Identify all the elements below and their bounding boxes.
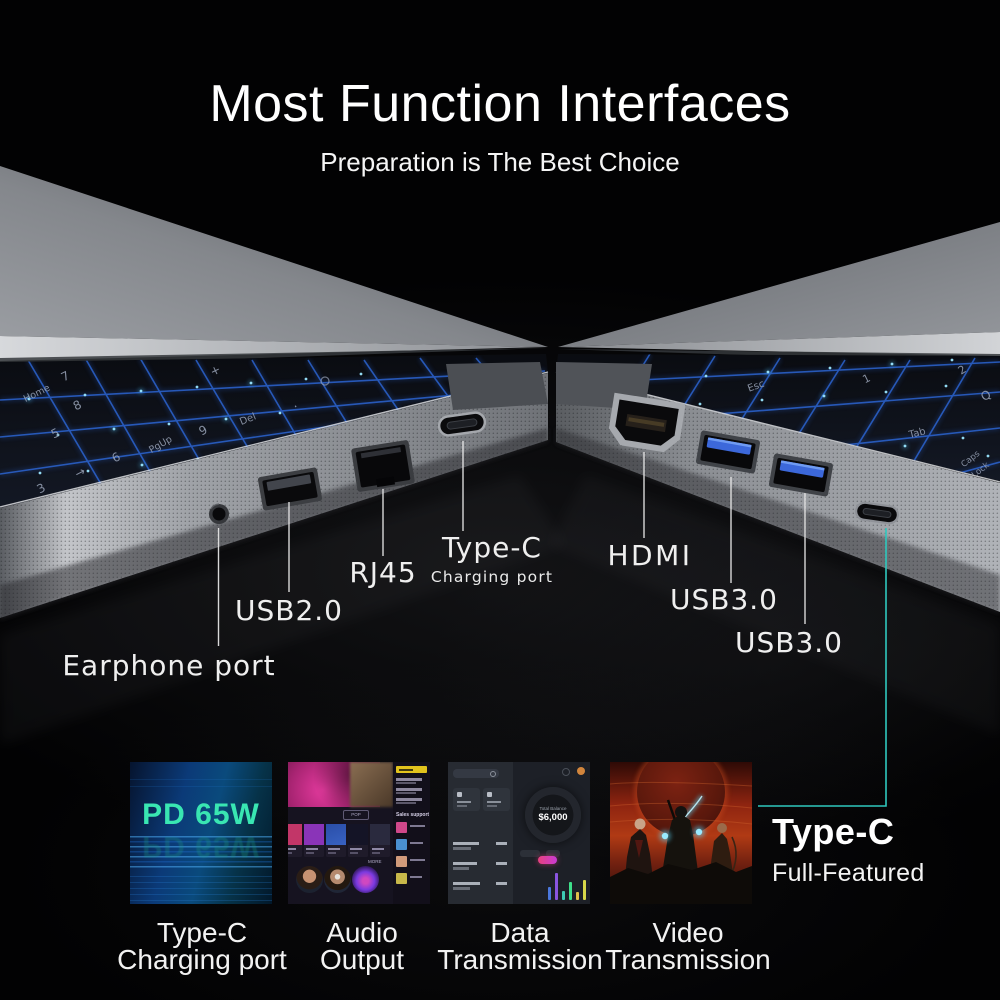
artist-avatar bbox=[352, 866, 379, 893]
red-moon bbox=[637, 762, 725, 836]
right-laptop-reflection bbox=[550, 475, 1000, 735]
callout-lines bbox=[217, 441, 806, 646]
typec-left-sub: Charging port bbox=[430, 568, 554, 586]
rocky-ground bbox=[610, 862, 752, 904]
blue-orb-left bbox=[661, 832, 669, 840]
genre-dropdown: POP bbox=[343, 810, 369, 820]
typec-right-sub: Full-Featured bbox=[772, 859, 925, 887]
typec-right-main: Type-C bbox=[772, 811, 895, 852]
dashboard-left-panel bbox=[448, 762, 513, 904]
balance-ring-gauge bbox=[525, 787, 581, 843]
game-artwork bbox=[610, 762, 752, 904]
artist-avatar bbox=[296, 866, 323, 893]
feature-image-video-transmission bbox=[610, 762, 752, 904]
blue-streaks bbox=[130, 779, 272, 794]
feature-image-typec-charging: PD 65W PD 65W bbox=[130, 762, 272, 904]
blue-orb-right bbox=[695, 828, 703, 836]
feature-image-data-transmission: Total Balance $6,000 bbox=[448, 762, 590, 904]
feature-image-audio-output: POP Sales support MORE bbox=[288, 762, 430, 904]
blue-streaks bbox=[130, 875, 272, 904]
callout-line-typec-right bbox=[758, 528, 887, 807]
page-title: Most Function Interfaces bbox=[209, 75, 791, 133]
balance-label: Total Balance bbox=[539, 806, 567, 811]
page-subtitle: Preparation is The Best Choice bbox=[320, 147, 680, 177]
left-warrior-head bbox=[634, 818, 646, 830]
typec-charging-port-label: Type-C Charging port bbox=[417, 531, 567, 586]
left-laptop-lid bbox=[0, 166, 548, 367]
right-archer-head bbox=[717, 823, 727, 833]
usb3-port-lower bbox=[768, 453, 834, 497]
left-laptop-reflection bbox=[0, 475, 565, 745]
rj45-port bbox=[351, 440, 415, 492]
sales-support-heading: Sales support bbox=[396, 812, 430, 818]
notification-icon bbox=[562, 768, 570, 776]
hooded-head bbox=[675, 806, 687, 818]
earphone-port bbox=[209, 503, 229, 524]
user-avatar bbox=[577, 767, 585, 775]
power-key-icon bbox=[320, 376, 330, 386]
magnifier-icon bbox=[490, 771, 496, 777]
left-laptop-hinge-end bbox=[446, 362, 548, 410]
more-link: MORE bbox=[368, 859, 382, 864]
pd-65w-text: PD 65W bbox=[142, 797, 260, 831]
highlight-badge bbox=[538, 856, 557, 864]
usb3-lower-port-label: USB3.0 bbox=[734, 626, 843, 659]
key-tab: Tab bbox=[907, 426, 927, 441]
caption-audio-output: Audio Output bbox=[319, 917, 405, 975]
typec-port-right bbox=[855, 501, 899, 525]
rj45-port-label: RJ45 bbox=[349, 556, 417, 589]
artist-avatar bbox=[324, 866, 351, 893]
key-period: . bbox=[289, 396, 299, 410]
balance-value: $6,000 bbox=[538, 812, 568, 823]
album-hero-photo-blur bbox=[350, 762, 393, 807]
playlist-active-row bbox=[396, 766, 427, 773]
usb3-upper-port-label: USB3.0 bbox=[669, 583, 778, 616]
right-laptop-lid bbox=[558, 222, 1000, 363]
pd-65w-reflection: PD 65W bbox=[142, 829, 260, 863]
usb3-port-upper bbox=[695, 430, 761, 474]
usb2-port-label: USB2.0 bbox=[234, 594, 343, 627]
caption-video-transmission: Video Transmission bbox=[605, 917, 771, 975]
hdmi-port-label: HDMI bbox=[607, 539, 693, 572]
hdmi-port bbox=[608, 392, 686, 453]
caption-data-transmission: Data Transmission bbox=[437, 917, 603, 975]
typec-port-left bbox=[437, 411, 487, 437]
usb2-port bbox=[257, 467, 323, 511]
caption-typec-charging: Type-C Charging port bbox=[117, 917, 287, 975]
typec-left-main: Type-C bbox=[442, 531, 542, 564]
dashboard-search-bar bbox=[453, 769, 499, 778]
key-esc: Esc bbox=[746, 379, 766, 395]
typec-full-featured-label: Type-C Full-Featured bbox=[772, 811, 1000, 888]
blue-streaks bbox=[130, 835, 272, 870]
earphone-port-label: Earphone port bbox=[62, 649, 276, 682]
key-1: 1 bbox=[860, 371, 872, 386]
